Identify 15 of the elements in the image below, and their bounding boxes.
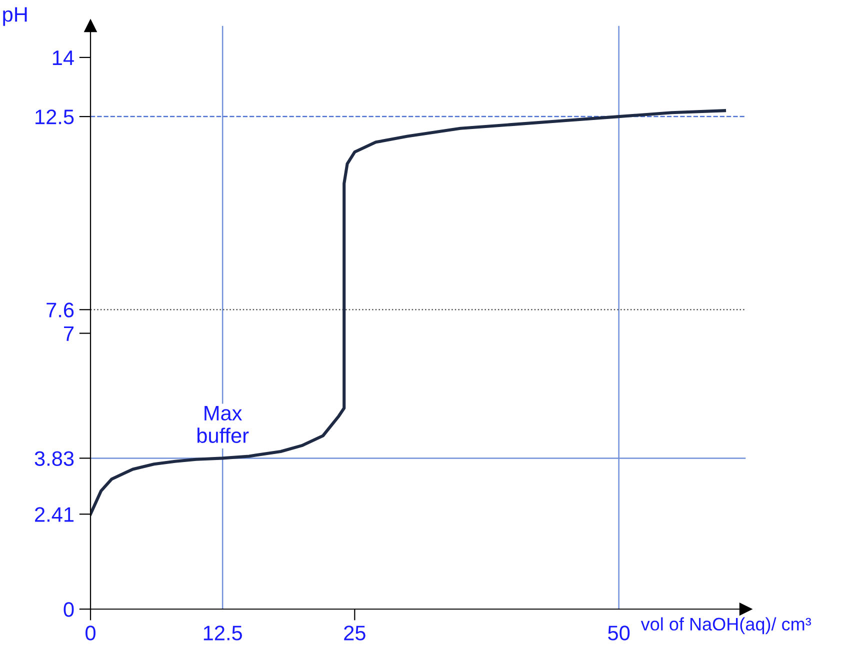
x-axis-title: vol of NaOH(aq)/ cm³ (640, 617, 812, 634)
y-tick-label: 0 (64, 602, 74, 617)
y-tick-label: 7.6 (46, 302, 74, 318)
annotation: Max buffer (197, 406, 249, 443)
line-series (90, 109, 726, 516)
y-tick-label: 2.41 (35, 507, 74, 522)
y-tick-label: 14 (52, 50, 74, 65)
x-tick-label: 0 (86, 626, 96, 640)
x-tick-label: 25 (344, 626, 366, 640)
x-tick-label: 50 (608, 626, 630, 640)
y-tick-label: 7 (64, 326, 74, 341)
y-axis-title: pH (3, 7, 27, 26)
y-tick-label: 12.5 (36, 110, 74, 124)
x-tick-label: 12.5 (204, 626, 242, 640)
y-tick-label: 3.83 (34, 451, 74, 466)
